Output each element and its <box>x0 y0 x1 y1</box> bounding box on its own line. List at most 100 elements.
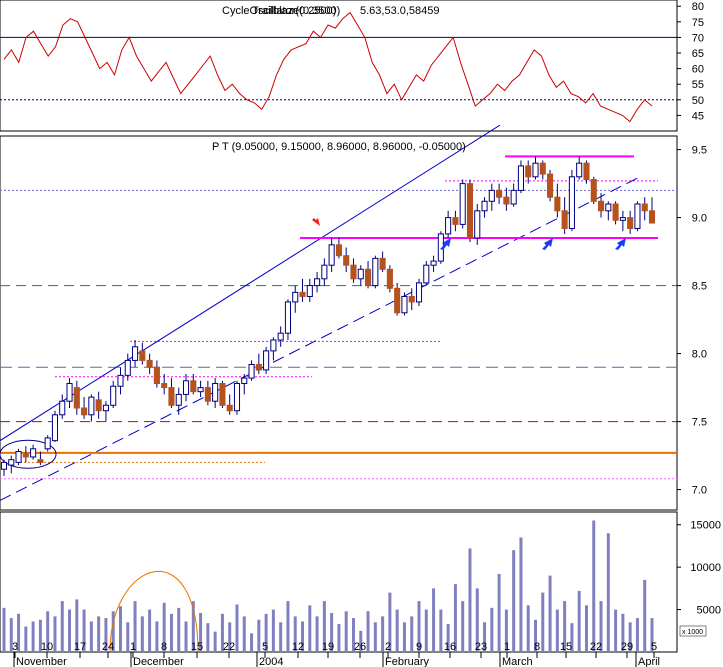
volume-bar <box>133 601 137 652</box>
volume-bar <box>17 613 21 652</box>
candle-body <box>394 287 401 314</box>
candle-body <box>153 366 160 385</box>
price-tick-label: 9.5 <box>692 145 707 157</box>
candle-body <box>423 264 430 284</box>
volume-bar <box>555 609 559 652</box>
price-tick-label: 7.5 <box>692 417 707 429</box>
volume-bar <box>271 609 275 652</box>
channel-lower-line <box>0 176 641 501</box>
candle-body <box>328 244 335 266</box>
volume-bar <box>519 537 523 652</box>
candle-body <box>415 282 423 303</box>
volume-bar <box>235 604 239 652</box>
candle-body <box>517 165 524 191</box>
volume-bar <box>577 590 581 652</box>
volume-bar <box>162 602 166 652</box>
volume-bar <box>417 601 421 652</box>
volume-bar <box>606 533 610 652</box>
candle-body <box>132 346 139 361</box>
volume-bar <box>650 618 654 652</box>
candle-body <box>190 380 197 393</box>
volume-bar <box>410 616 414 652</box>
volume-bar <box>628 622 632 652</box>
oscillator-line <box>3 11 653 123</box>
x-tick-label: 19 <box>322 641 334 653</box>
candle-body <box>408 295 415 303</box>
x-tick-label: 9 <box>416 641 422 653</box>
candle-body <box>364 268 372 287</box>
candle-body <box>605 203 612 212</box>
candle-body <box>175 393 182 406</box>
volume-bar <box>257 619 261 652</box>
x-tick-label: 26 <box>354 641 366 653</box>
volume-bar <box>366 611 370 652</box>
x-tick-label: 2 <box>385 641 391 653</box>
candle-body <box>212 383 219 402</box>
volume-bar <box>140 616 144 652</box>
axis-layer: 45505560657075807.07.58.08.59.09.5500010… <box>12 1 721 667</box>
volume-bar <box>191 601 195 652</box>
candle-body <box>597 200 605 212</box>
volume-bar <box>46 611 50 652</box>
candle-body <box>168 387 175 406</box>
volume-bar <box>563 601 567 652</box>
candle-body <box>496 189 503 198</box>
candle-body <box>430 260 437 266</box>
oscillator-tick-label: 70 <box>692 32 704 44</box>
candle-body <box>139 350 146 361</box>
volume-bar <box>60 601 64 652</box>
candle-body <box>314 278 321 287</box>
candle-body <box>248 363 255 379</box>
candle-body <box>474 210 481 239</box>
candle-body <box>481 200 488 212</box>
volume-bar <box>432 588 436 652</box>
candle-body <box>401 295 408 314</box>
candle-body <box>263 350 270 371</box>
oscillator-title-values: 5.63,53.0,58459 <box>360 5 440 17</box>
x-tick-label: 12 <box>292 641 304 653</box>
volume-unit-box <box>679 625 707 637</box>
candle-body <box>44 437 51 450</box>
volume-bar <box>213 631 217 652</box>
candle-body <box>219 383 226 406</box>
volume-bar <box>599 601 603 652</box>
volume-bar <box>497 573 501 652</box>
volume-bar <box>388 592 392 652</box>
candle-body <box>8 459 15 466</box>
consolidation-ellipse <box>0 439 57 469</box>
oscillator-tick-label: 65 <box>692 48 704 60</box>
blue-arrow-up-icon <box>615 238 626 250</box>
candle-body <box>641 203 648 212</box>
volume-bar <box>548 575 552 652</box>
x-tick-label: 15 <box>191 641 203 653</box>
candle-body <box>88 396 95 416</box>
volume-bar <box>490 607 494 652</box>
volume-bar <box>402 622 406 652</box>
volume-bar <box>322 601 326 652</box>
candle-body <box>292 291 299 303</box>
x-tick-label: 24 <box>102 641 114 653</box>
volume-bar <box>621 613 625 652</box>
candle-body <box>466 183 474 239</box>
volume-bar <box>169 613 173 652</box>
candle-body <box>445 217 452 235</box>
candle-body <box>576 162 583 178</box>
candle-body <box>66 383 73 402</box>
volume-bar <box>344 611 348 652</box>
volume-tick-label: 5000 <box>697 605 721 617</box>
volume-bar <box>424 609 428 652</box>
candle-body <box>15 451 22 463</box>
volume-bar <box>475 588 479 652</box>
month-label: 2004 <box>259 656 283 667</box>
volume-bar <box>293 616 297 652</box>
candle-body <box>204 387 211 402</box>
candle-body <box>532 162 539 178</box>
volume-arc <box>109 571 199 653</box>
volume-bar <box>635 618 639 652</box>
price-layer <box>0 124 677 501</box>
candle-body <box>335 244 342 257</box>
month-label: March <box>502 656 533 667</box>
candle-body <box>386 268 393 289</box>
month-label: December <box>133 656 184 667</box>
volume-bar <box>592 520 596 652</box>
